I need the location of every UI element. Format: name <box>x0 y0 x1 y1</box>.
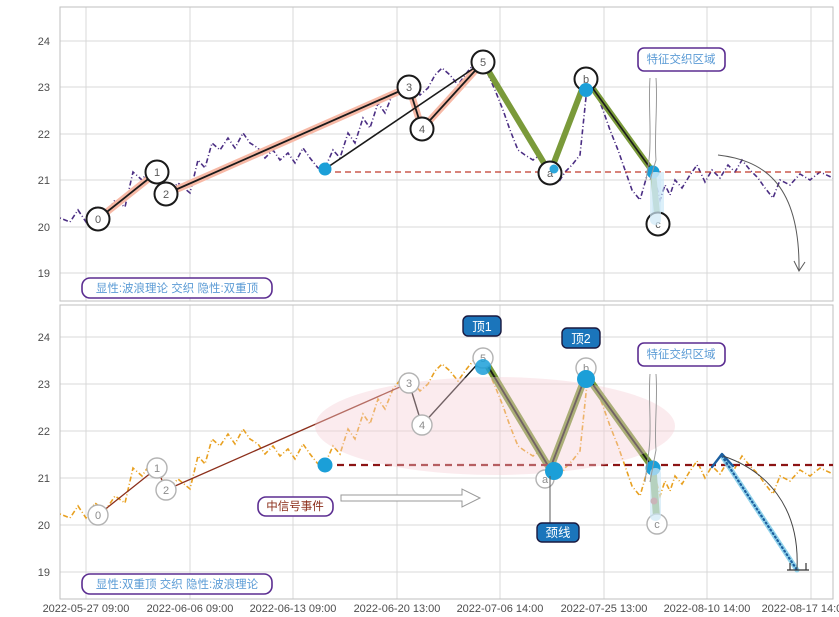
svg-text:颈线: 颈线 <box>545 526 571 540</box>
svg-text:20: 20 <box>38 520 50 532</box>
svg-text:21: 21 <box>38 175 50 187</box>
svg-text:3: 3 <box>406 378 412 390</box>
svg-text:24: 24 <box>38 36 50 48</box>
svg-text:22: 22 <box>38 426 50 438</box>
svg-text:中信号事件: 中信号事件 <box>266 499 324 513</box>
svg-text:2: 2 <box>163 485 169 497</box>
svg-text:4: 4 <box>419 124 425 136</box>
svg-text:顶1: 顶1 <box>472 320 492 334</box>
svg-text:2022-05-27 09:00: 2022-05-27 09:00 <box>43 603 130 615</box>
svg-text:2022-07-25 13:00: 2022-07-25 13:00 <box>561 603 648 615</box>
svg-text:22: 22 <box>38 129 50 141</box>
svg-text:显性:双重顶 交织 隐性:波浪理论: 显性:双重顶 交织 隐性:波浪理论 <box>96 577 259 591</box>
svg-text:3: 3 <box>406 82 412 94</box>
svg-text:23: 23 <box>38 379 50 391</box>
svg-text:1: 1 <box>154 463 160 475</box>
svg-text:1: 1 <box>154 167 160 179</box>
svg-text:2022-07-06 14:00: 2022-07-06 14:00 <box>457 603 544 615</box>
svg-text:2: 2 <box>163 189 169 201</box>
svg-text:2022-06-13 09:00: 2022-06-13 09:00 <box>250 603 337 615</box>
svg-text:4: 4 <box>419 420 425 432</box>
svg-text:2022-08-10 14:00: 2022-08-10 14:00 <box>664 603 751 615</box>
svg-text:0: 0 <box>95 510 101 522</box>
svg-text:24: 24 <box>38 332 50 344</box>
svg-text:特征交织区域: 特征交织区域 <box>647 52 716 66</box>
svg-text:19: 19 <box>38 567 50 579</box>
svg-text:23: 23 <box>38 82 50 94</box>
svg-text:0: 0 <box>95 214 101 226</box>
svg-text:19: 19 <box>38 268 50 280</box>
svg-text:2022-06-20 13:00: 2022-06-20 13:00 <box>354 603 441 615</box>
svg-text:5: 5 <box>480 57 486 69</box>
svg-text:显性:波浪理论 交织 隐性:双重顶: 显性:波浪理论 交织 隐性:双重顶 <box>96 281 259 295</box>
svg-text:顶2: 顶2 <box>571 332 591 346</box>
svg-text:2022-08-17 14:00: 2022-08-17 14:00 <box>762 603 839 615</box>
svg-text:20: 20 <box>38 222 50 234</box>
svg-text:特征交织区域: 特征交织区域 <box>647 347 716 361</box>
svg-text:21: 21 <box>38 473 50 485</box>
svg-text:2022-06-06 09:00: 2022-06-06 09:00 <box>147 603 234 615</box>
